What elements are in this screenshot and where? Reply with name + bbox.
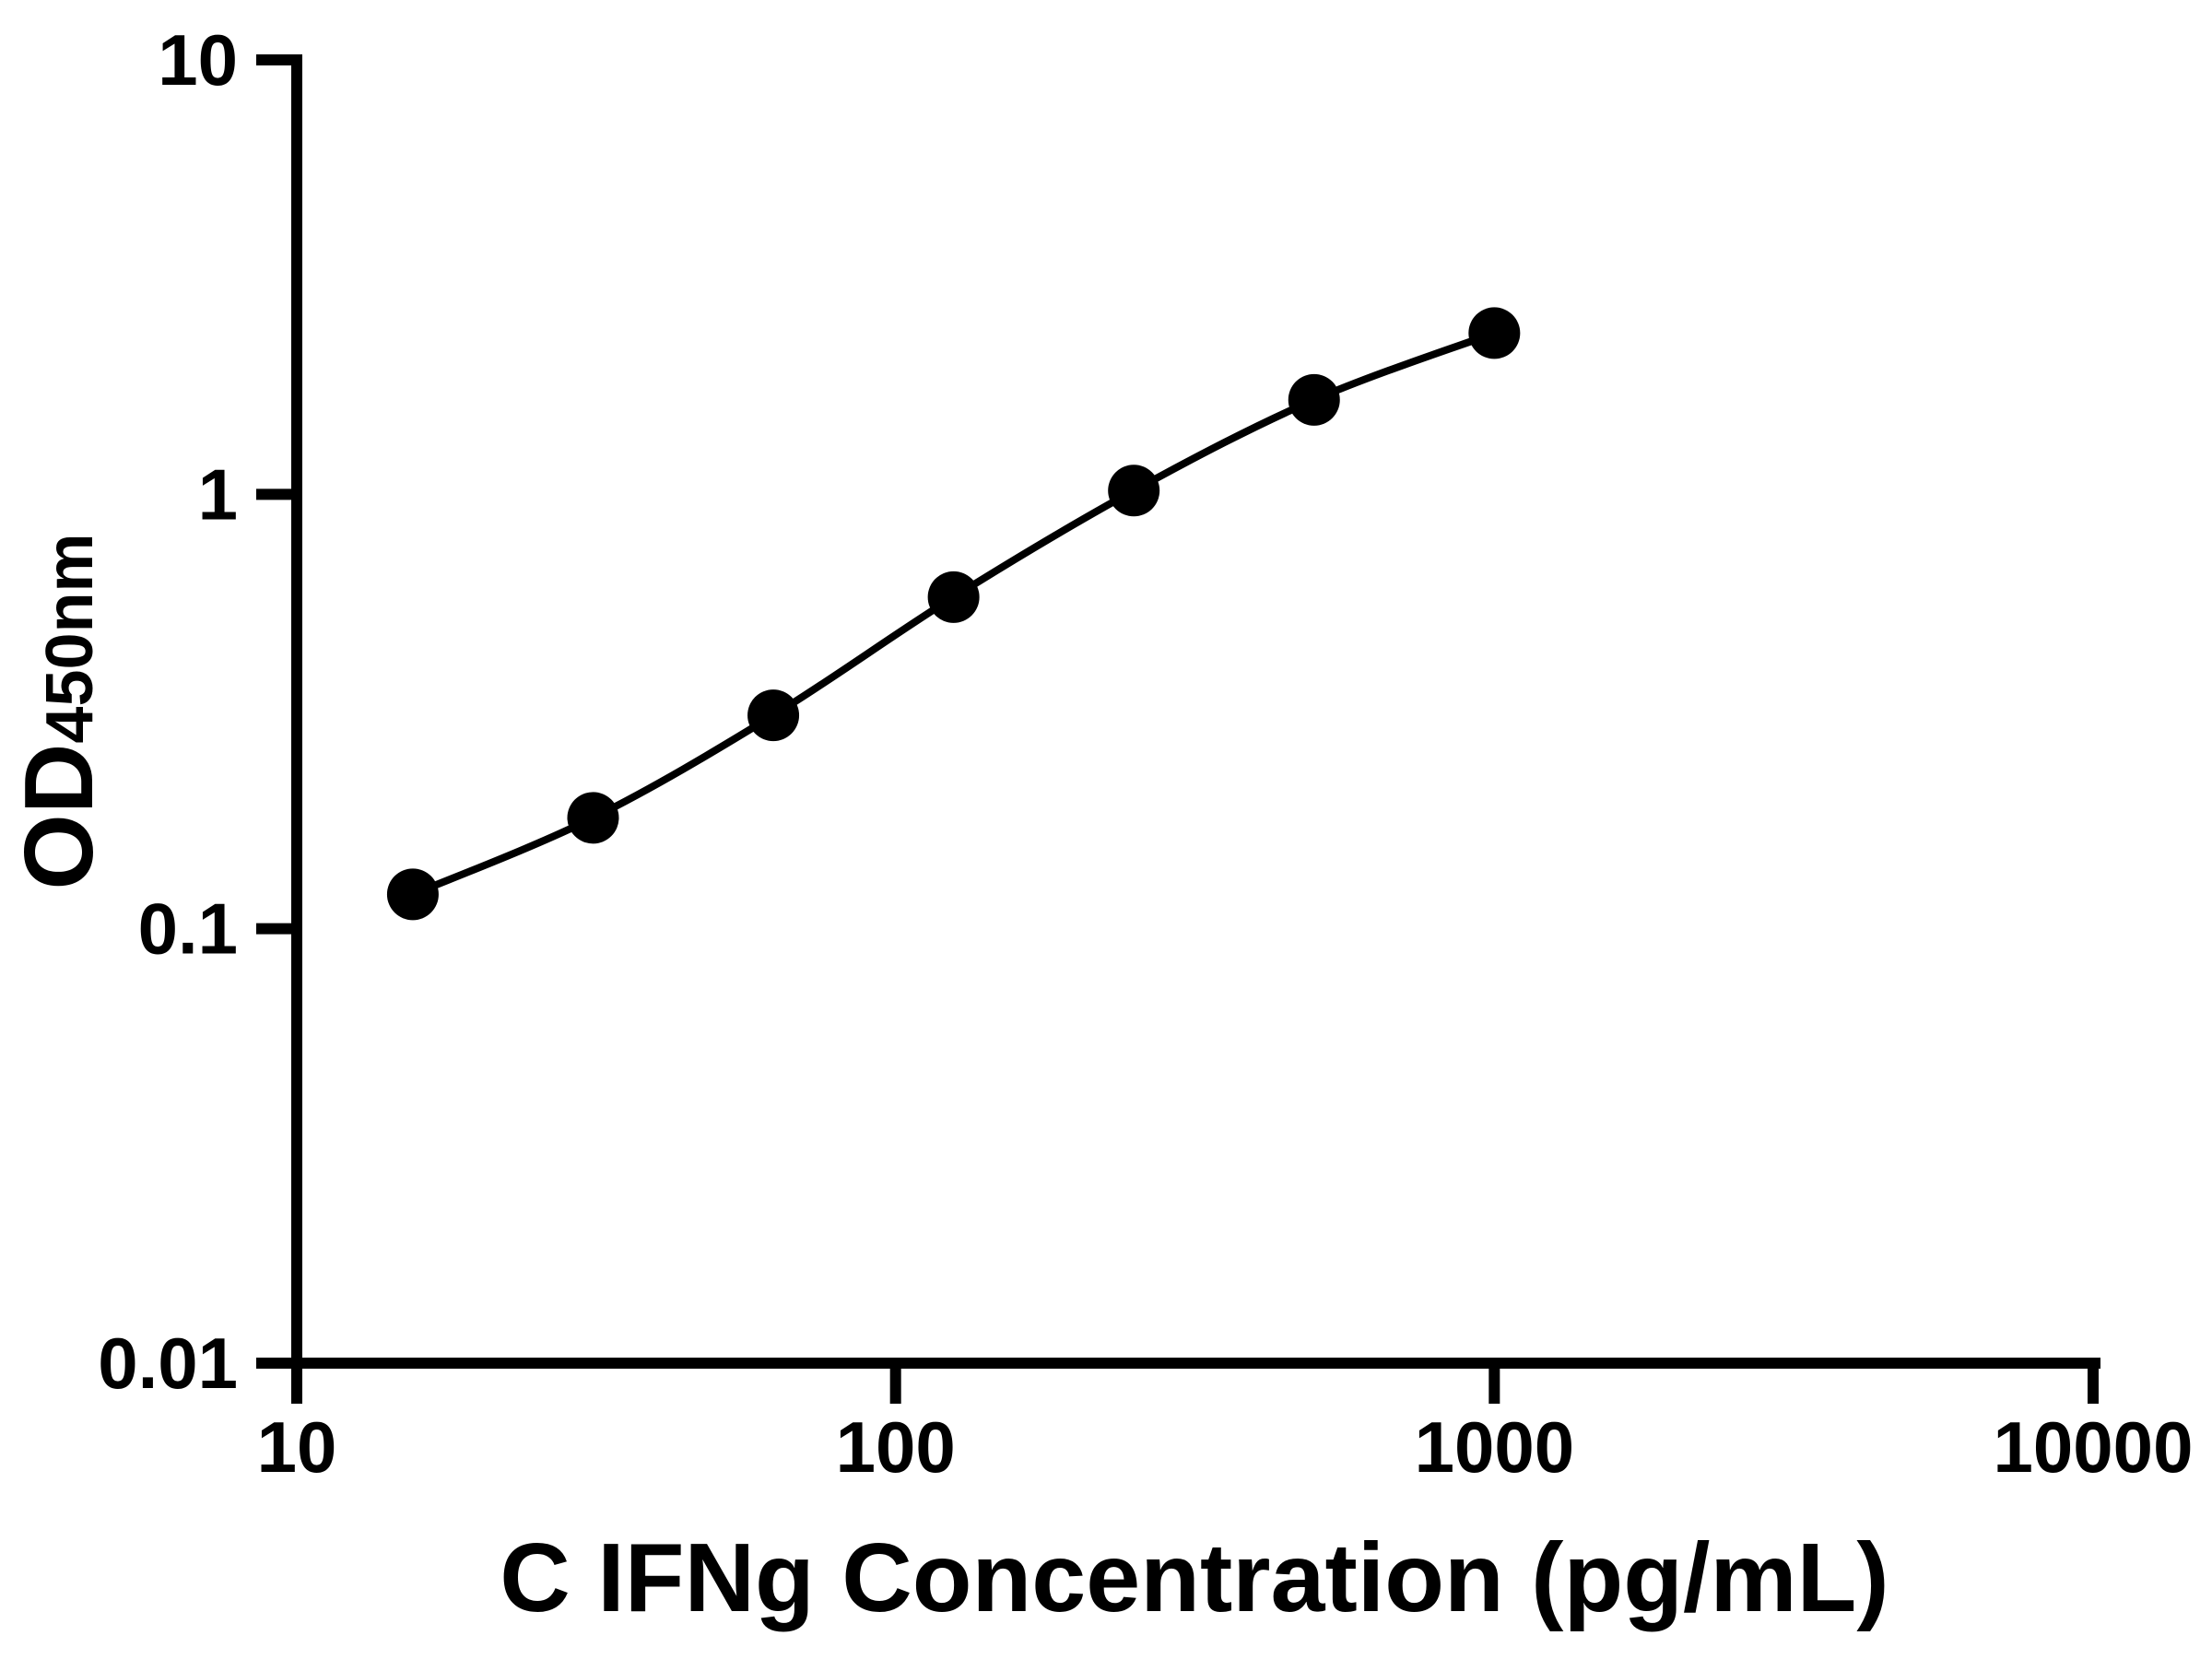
x-axis-title: C IFNg Concentration (pg/mL) xyxy=(500,1524,1888,1632)
svg-text:10: 10 xyxy=(257,1406,337,1488)
data-point-markers xyxy=(386,307,1521,921)
svg-text:10000: 10000 xyxy=(1994,1406,2194,1488)
svg-text:10: 10 xyxy=(158,19,238,100)
y-axis-title-sub: 450nm xyxy=(33,533,107,743)
x-axis-ticks: 10 100 1000 10000 xyxy=(257,1363,2194,1488)
svg-text:0.01: 0.01 xyxy=(98,1323,238,1404)
svg-text:100: 100 xyxy=(836,1406,956,1488)
y-axis-ticks: 0.01 0.1 1 10 xyxy=(98,19,297,1404)
svg-text:0.1: 0.1 xyxy=(138,888,238,970)
svg-text:1: 1 xyxy=(198,453,238,535)
y-axis-title-main: OD xyxy=(5,744,113,890)
svg-text:1000: 1000 xyxy=(1415,1406,1575,1488)
y-axis-title: OD450nm xyxy=(5,533,113,889)
axes xyxy=(291,54,2100,1369)
